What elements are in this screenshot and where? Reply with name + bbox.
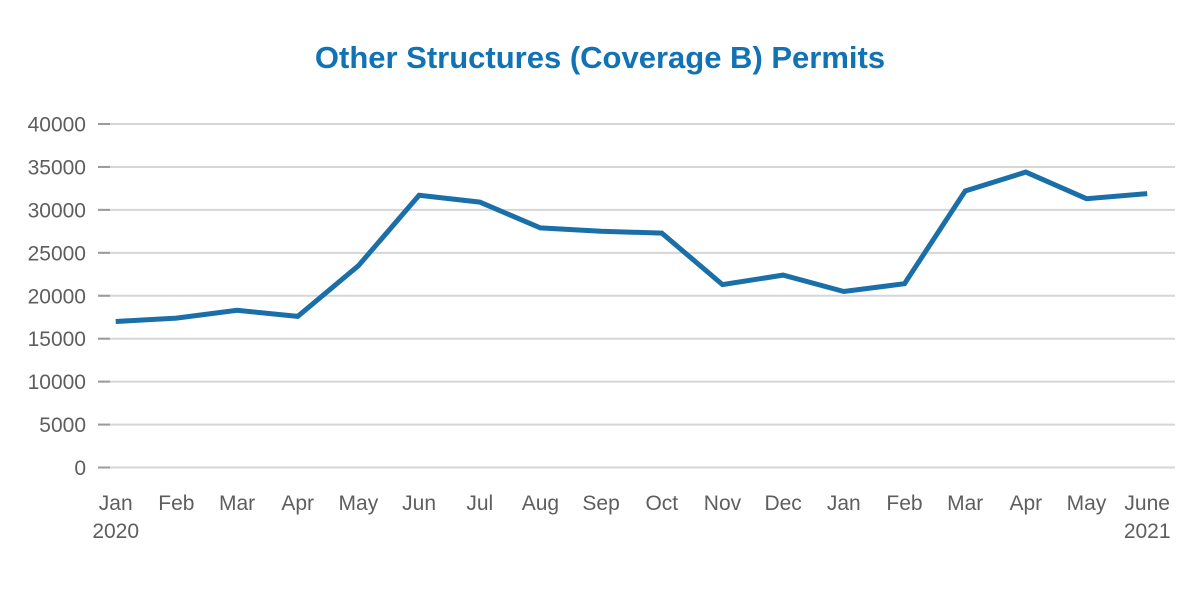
x-axis-label: Apr bbox=[281, 492, 314, 515]
x-axis-label: May bbox=[339, 492, 379, 515]
y-axis-label: 35000 bbox=[28, 156, 86, 179]
x-axis-label: Mar bbox=[947, 492, 983, 515]
x-axis-label: Dec bbox=[764, 492, 801, 515]
x-axis-label: June bbox=[1124, 492, 1170, 515]
x-axis-label: Feb bbox=[158, 492, 194, 515]
y-axis-label: 20000 bbox=[28, 285, 86, 308]
y-axis-label: 0 bbox=[74, 457, 86, 480]
x-axis-label: Oct bbox=[645, 492, 678, 515]
y-axis-label: 25000 bbox=[28, 242, 86, 265]
x-axis-year-label: 2021 bbox=[1124, 520, 1171, 543]
y-axis-label: 30000 bbox=[28, 199, 86, 222]
y-axis-label: 40000 bbox=[28, 114, 86, 137]
series-line bbox=[115, 169, 1148, 324]
y-axis-label: 15000 bbox=[28, 328, 86, 351]
x-axis-label: Apr bbox=[1010, 492, 1043, 515]
x-axis-label: Nov bbox=[704, 492, 742, 515]
x-axis-year-label: 2020 bbox=[92, 520, 139, 543]
chart-title: Other Structures (Coverage B) Permits bbox=[314, 40, 886, 75]
x-axis-label: Aug bbox=[522, 492, 559, 515]
y-axis-label: 5000 bbox=[39, 414, 86, 437]
x-axis-label: Mar bbox=[219, 492, 255, 515]
x-axis-label: Jun bbox=[402, 492, 436, 515]
x-axis-label: Jul bbox=[466, 492, 493, 515]
x-axis-label: Jan bbox=[827, 492, 861, 515]
x-axis-label: Feb bbox=[886, 492, 922, 515]
x-axis-label: Sep bbox=[582, 492, 619, 515]
x-axis-label: May bbox=[1067, 492, 1107, 515]
x-axis-label: Jan bbox=[99, 492, 133, 515]
y-axis-label: 10000 bbox=[28, 371, 86, 394]
